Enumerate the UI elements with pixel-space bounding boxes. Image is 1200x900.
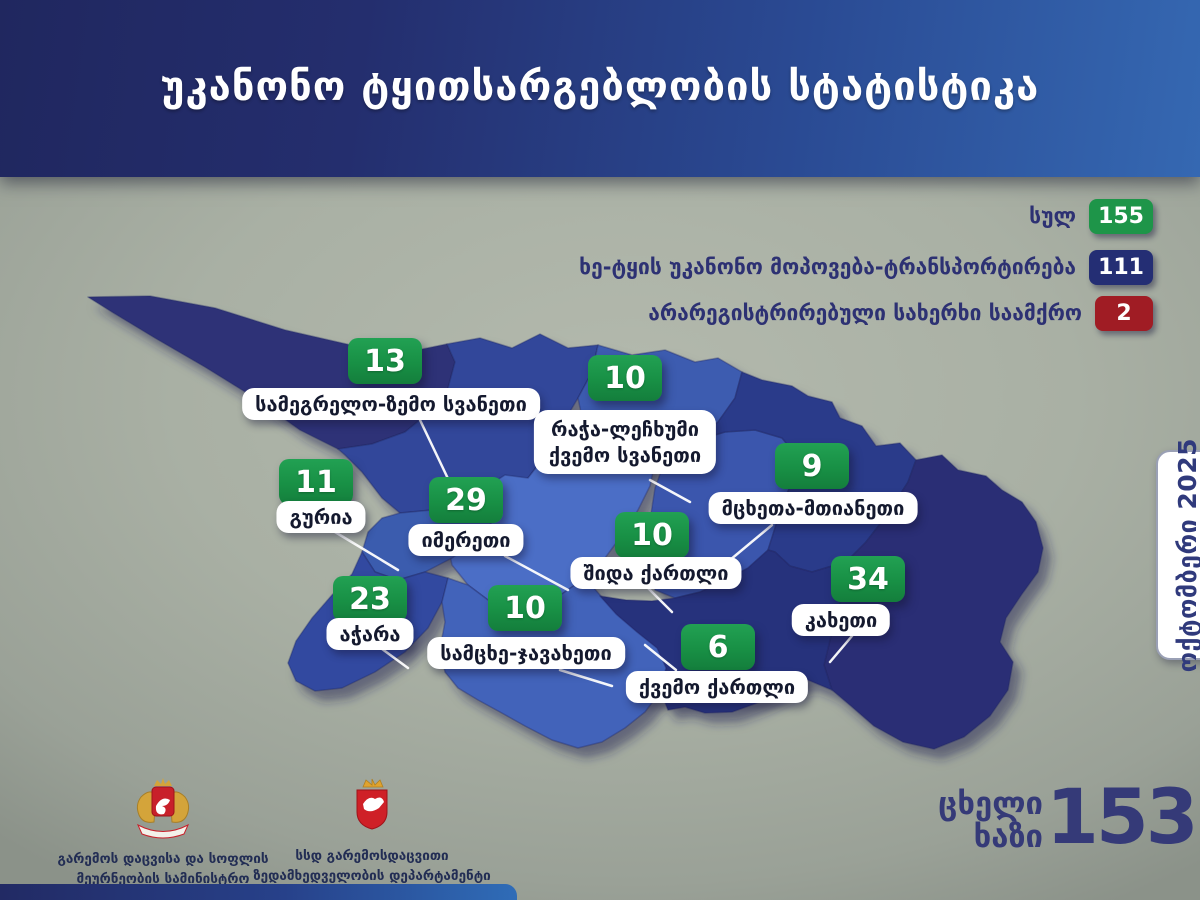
hotline-word2: ხაზი: [973, 818, 1043, 855]
value-badge-samtskhe: 10: [488, 585, 562, 631]
header-banner: უკანონო ტყითსარგებლობის სტატისტიკა: [0, 0, 1200, 177]
value-badge-imereti: 29: [429, 477, 503, 523]
connector-mtskheta: [728, 523, 774, 562]
supervision-department-emblem-icon: [237, 778, 507, 840]
value-badge-achara: 23: [333, 576, 407, 622]
legend-label-sawmill: არარეგისტრირებული სახერხი საამქრო: [648, 301, 1082, 325]
value-badge-samegrelo: 13: [348, 338, 422, 384]
report-month-text: ოქტომბერი 2025: [1172, 437, 1200, 673]
legend-badge-sawmill: 2: [1095, 295, 1153, 331]
region-label-racha-line2: ქვემო სვანეთი: [548, 443, 702, 467]
connector-shida: [646, 586, 674, 614]
region-label-racha-line1: რაჭა-ლეჩხუმი: [550, 417, 700, 441]
legend-row-sawmill: არარეგისტრირებული სახერხი საამქრო 2: [0, 295, 1153, 331]
connector-imereti: [503, 554, 570, 592]
region-label-racha: რაჭა-ლეჩხუმი ქვემო სვანეთი: [533, 410, 717, 474]
connector-kakheti: [828, 634, 854, 664]
value-badge-racha: 10: [588, 355, 662, 401]
value-badge-guria: 11: [279, 459, 353, 505]
label-connector-lines: [333, 418, 854, 688]
region-label-imereti: იმერეთი: [408, 524, 524, 556]
ministry-name-line2: მეურნეობის სამინისტრო: [76, 871, 250, 888]
region-label-samtskhe: სამცხე-ჯავახეთი: [427, 637, 625, 669]
legend-row-logging: ხე-ტყის უკანონო მოპოვება-ტრანსპორტირება …: [0, 249, 1153, 285]
region-label-mtskheta: მცხეთა-მთიანეთი: [708, 492, 918, 524]
supervision-name-line2: ზედამხედველობის დეპარტამენტი: [253, 868, 491, 885]
page-title: უკანონო ტყითსარგებლობის სტატისტიკა: [160, 64, 1040, 110]
region-label-kakheti: კახეთი: [791, 604, 891, 636]
connector-guria: [333, 530, 400, 572]
connector-kvemo: [643, 643, 678, 672]
connector-samtskhe: [558, 668, 614, 688]
value-badge-kvemo: 6: [681, 624, 755, 670]
value-badge-mtskheta: 9: [775, 443, 849, 489]
region-label-samegrelo: სამეგრელო-ზემო სვანეთი: [242, 388, 540, 420]
value-badge-shida: 10: [615, 512, 689, 558]
bottom-accent-bar: [0, 884, 517, 900]
region-label-kvemo: ქვემო ქართლი: [625, 671, 809, 703]
hotline-number: 153: [1046, 772, 1199, 861]
legend-badge-total: 155: [1089, 198, 1153, 234]
hotline-word1: ცხელი: [938, 786, 1043, 822]
value-badge-kakheti: 34: [831, 556, 905, 602]
legend-label-logging: ხე-ტყის უკანონო მოპოვება-ტრანსპორტირება: [579, 255, 1077, 279]
ministry-block: გარემოს დაცვისა და სოფლის მეურნეობის სამ…: [28, 775, 298, 890]
ministry-name-line1: გარემოს დაცვისა და სოფლის: [57, 851, 269, 867]
region-label-achara: აჭარა: [326, 618, 414, 650]
hotline-label: ცხელი ხაზი: [938, 788, 1043, 854]
connector-racha: [648, 478, 692, 504]
supervision-name-line1: სსდ გარემოსდაცვითი: [295, 848, 449, 864]
report-month-pill: ოქტომბერი 2025: [1156, 438, 1200, 672]
ministry-coat-of-arms-icon: [28, 775, 298, 843]
legend-label-total: სულ: [1029, 204, 1077, 228]
region-label-guria: გურია: [276, 501, 366, 533]
legend-badge-logging: 111: [1089, 249, 1153, 285]
supervision-department-block: სსდ გარემოსდაცვითი ზედამხედველობის დეპარ…: [237, 778, 507, 887]
legend-row-total: სულ 155: [0, 198, 1153, 234]
region-label-shida: შიდა ქართლი: [570, 557, 742, 589]
